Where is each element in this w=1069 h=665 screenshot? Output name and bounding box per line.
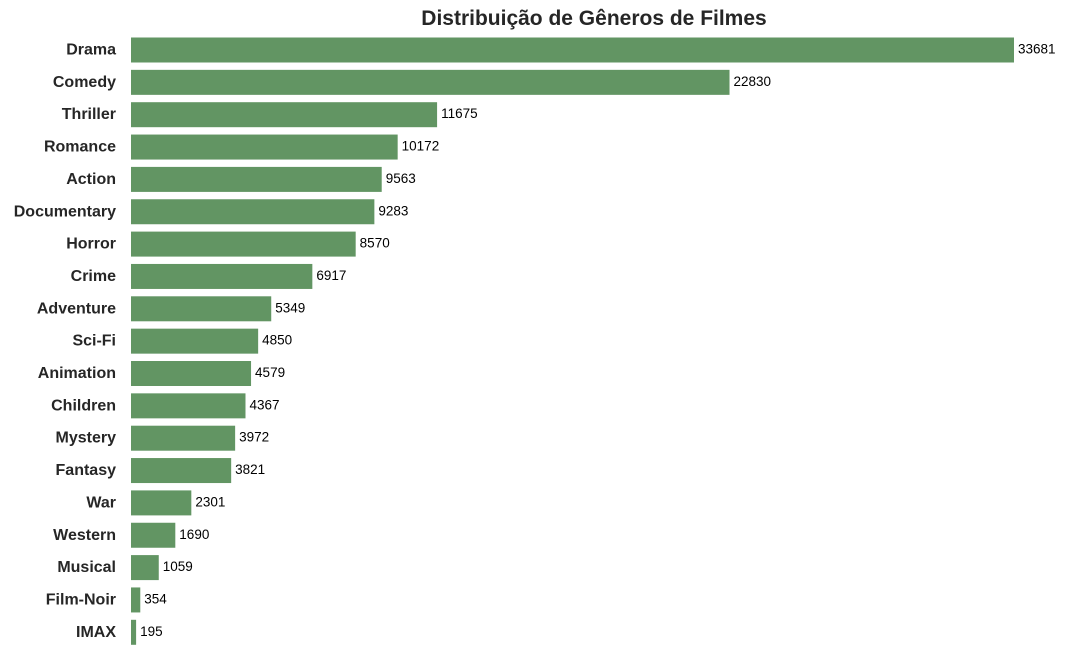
bar-sci-fi — [131, 328, 259, 354]
bar-film-noir — [131, 587, 141, 613]
category-label-war: War — [86, 494, 116, 511]
bar-war — [131, 490, 192, 516]
value-label-children: 4367 — [249, 397, 279, 412]
value-label-fantasy: 3821 — [235, 462, 265, 477]
bar-imax — [131, 619, 137, 645]
value-label-horror: 8570 — [360, 236, 390, 251]
bar-horror — [131, 231, 356, 257]
bar-documentary — [131, 199, 375, 225]
category-label-documentary: Documentary — [14, 203, 116, 220]
bar-thriller — [131, 102, 438, 128]
category-label-sci-fi: Sci-Fi — [72, 333, 116, 350]
category-labels: Drama Comedy Thriller Romance Action Document… — [14, 42, 117, 641]
category-label-film-noir: Film-Noir — [46, 591, 116, 608]
category-label-musical: Musical — [57, 559, 116, 576]
category-label-horror: Horror — [66, 236, 116, 253]
bar-western — [131, 522, 176, 548]
bar-action — [131, 166, 382, 192]
value-label-comedy: 22830 — [734, 74, 772, 89]
value-label-drama: 33681 — [1018, 42, 1056, 57]
category-label-children: Children — [51, 397, 116, 414]
value-label-sci-fi: 4850 — [262, 333, 292, 348]
value-label-western: 1690 — [179, 527, 209, 542]
value-label-adventure: 5349 — [275, 300, 305, 315]
category-label-drama: Drama — [66, 42, 116, 59]
value-label-romance: 10172 — [402, 139, 440, 154]
bar-fantasy — [131, 458, 232, 484]
value-label-documentary: 9283 — [378, 203, 408, 218]
category-label-fantasy: Fantasy — [56, 462, 117, 479]
bars-layer — [131, 37, 1014, 645]
value-label-thriller: 11675 — [441, 106, 478, 121]
bar-mystery — [131, 425, 236, 451]
category-label-imax: IMAX — [76, 624, 116, 641]
category-label-crime: Crime — [71, 268, 116, 285]
bar-animation — [131, 361, 252, 386]
category-label-romance: Romance — [44, 139, 116, 156]
category-label-comedy: Comedy — [53, 74, 116, 91]
bar-children — [131, 393, 246, 419]
value-label-war: 2301 — [195, 494, 225, 509]
bar-musical — [131, 555, 159, 581]
category-label-western: Western — [53, 527, 116, 544]
value-labels: 33681 22830 11675 10172 9563 9283 8570 6917 5349… — [140, 42, 1055, 639]
chart-title: Distribuição de Gêneros de Filmes — [421, 7, 766, 30]
category-label-animation: Animation — [38, 365, 116, 382]
value-label-action: 9563 — [386, 171, 416, 186]
bar-drama — [131, 37, 1014, 63]
bar-romance — [131, 134, 398, 160]
value-label-crime: 6917 — [316, 268, 346, 283]
value-label-film-noir: 354 — [144, 591, 167, 606]
bar-comedy — [131, 69, 730, 95]
category-label-mystery: Mystery — [56, 430, 117, 447]
value-label-mystery: 3972 — [239, 430, 269, 445]
value-label-animation: 4579 — [255, 365, 285, 380]
category-label-adventure: Adventure — [37, 300, 116, 317]
category-label-thriller: Thriller — [62, 106, 116, 123]
bar-crime — [131, 263, 313, 289]
bar-adventure — [131, 296, 272, 322]
value-label-imax: 195 — [140, 624, 163, 639]
category-label-action: Action — [66, 171, 116, 188]
value-label-musical: 1059 — [163, 559, 193, 574]
